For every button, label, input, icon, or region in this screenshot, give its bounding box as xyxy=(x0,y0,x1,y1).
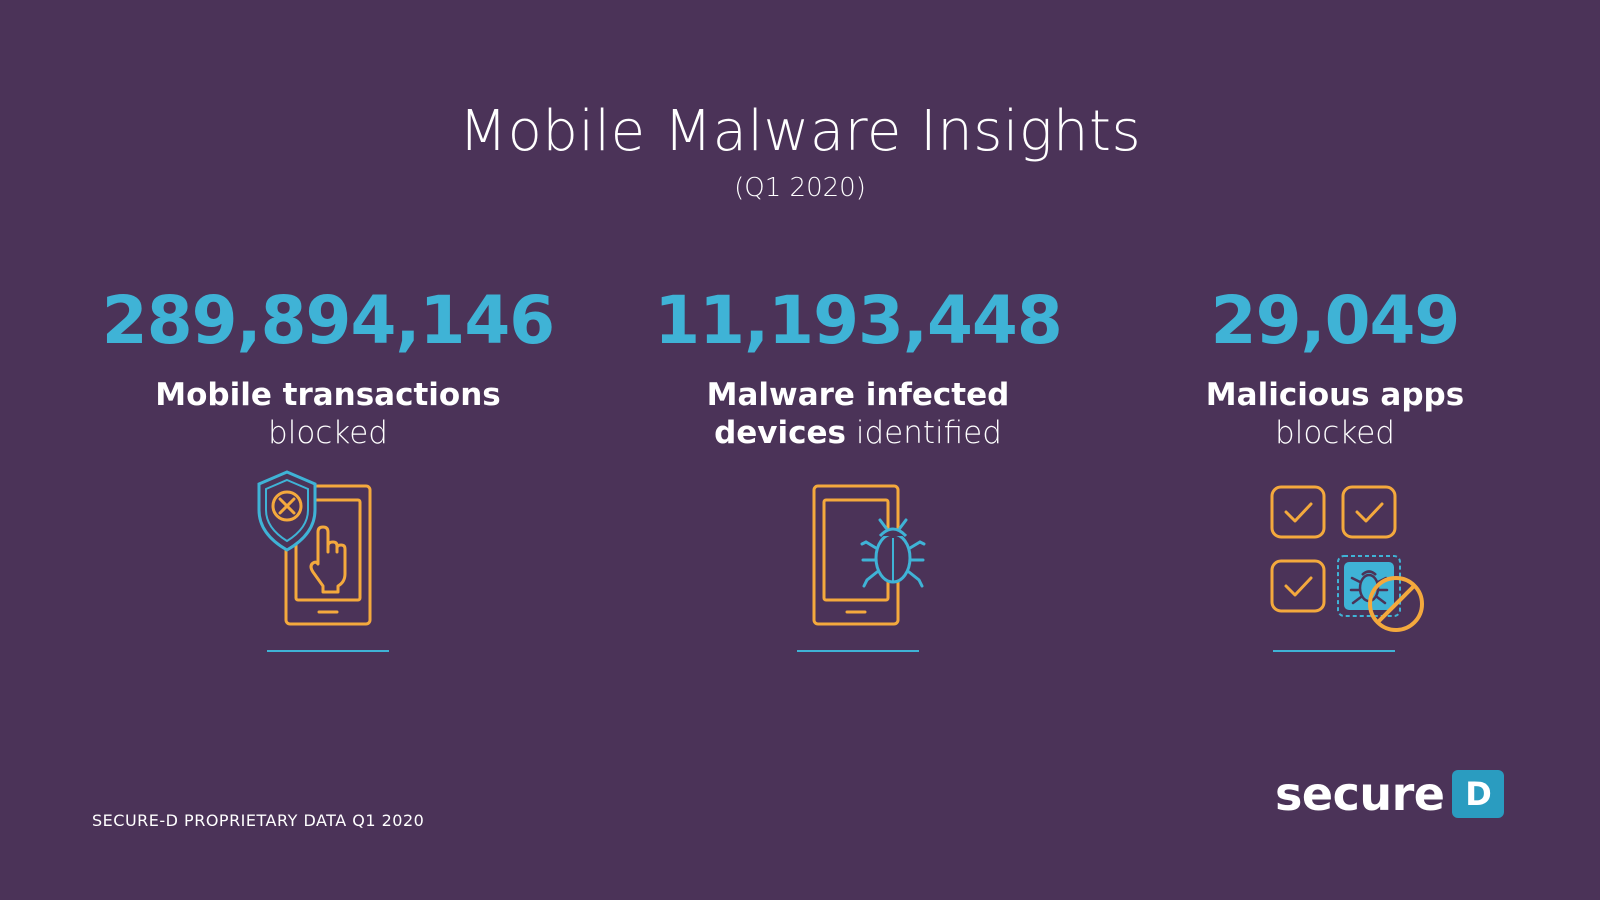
brand-name: secure xyxy=(1275,767,1445,821)
stat-label-light: blocked xyxy=(1275,415,1395,451)
stat-value: 289,894,146 xyxy=(101,282,555,359)
stat-label-bold: Malware infected xyxy=(706,377,1010,413)
divider-line xyxy=(267,650,389,652)
stat-label-bold: Mobile transactions xyxy=(155,377,501,413)
stat-transactions-blocked: 289,894,146 Mobile transactions blocked xyxy=(68,288,588,452)
stat-label-bold: devices xyxy=(714,415,846,451)
stat-label: Malware infected devices identified xyxy=(598,376,1118,452)
brand-badge: D xyxy=(1452,770,1505,818)
stat-label-light: identified xyxy=(855,415,1002,451)
divider-line xyxy=(1273,650,1395,652)
footer-note: SECURE-D PROPRIETARY DATA Q1 2020 xyxy=(92,811,425,830)
stat-infected-devices: 11,193,448 Malware infected devices iden… xyxy=(598,288,1118,452)
stat-label: Malicious apps blocked xyxy=(1075,376,1595,452)
divider-line xyxy=(797,650,919,652)
stat-label: Mobile transactions blocked xyxy=(68,376,588,452)
stat-value: 29,049 xyxy=(1210,282,1461,359)
tablet-bug-icon xyxy=(806,470,936,630)
blocked-app-grid-icon xyxy=(1268,470,1438,640)
stat-label-light: blocked xyxy=(268,415,388,451)
page-title: Mobile Malware Insights xyxy=(458,99,1142,164)
header: Mobile Malware Insights (Q1 2020) xyxy=(0,98,1600,203)
brand-logo: secure D xyxy=(1275,767,1505,821)
page-subtitle: (Q1 2020) xyxy=(734,173,866,204)
tablet-shield-tap-icon xyxy=(255,470,385,630)
stat-label-bold: Malicious apps xyxy=(1205,377,1465,413)
stat-value: 11,193,448 xyxy=(654,282,1063,359)
stat-malicious-apps: 29,049 Malicious apps blocked xyxy=(1075,288,1595,452)
